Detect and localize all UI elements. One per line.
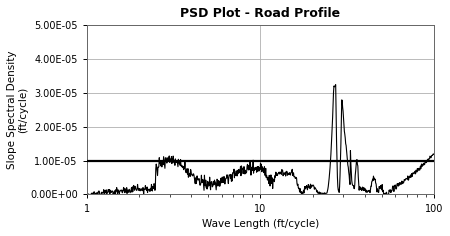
X-axis label: Wave Length (ft/cycle): Wave Length (ft/cycle)	[202, 219, 319, 229]
Y-axis label: Slope Spectral Density
(ft/cycle): Slope Spectral Density (ft/cycle)	[7, 51, 28, 169]
Title: PSD Plot - Road Profile: PSD Plot - Road Profile	[180, 7, 340, 20]
